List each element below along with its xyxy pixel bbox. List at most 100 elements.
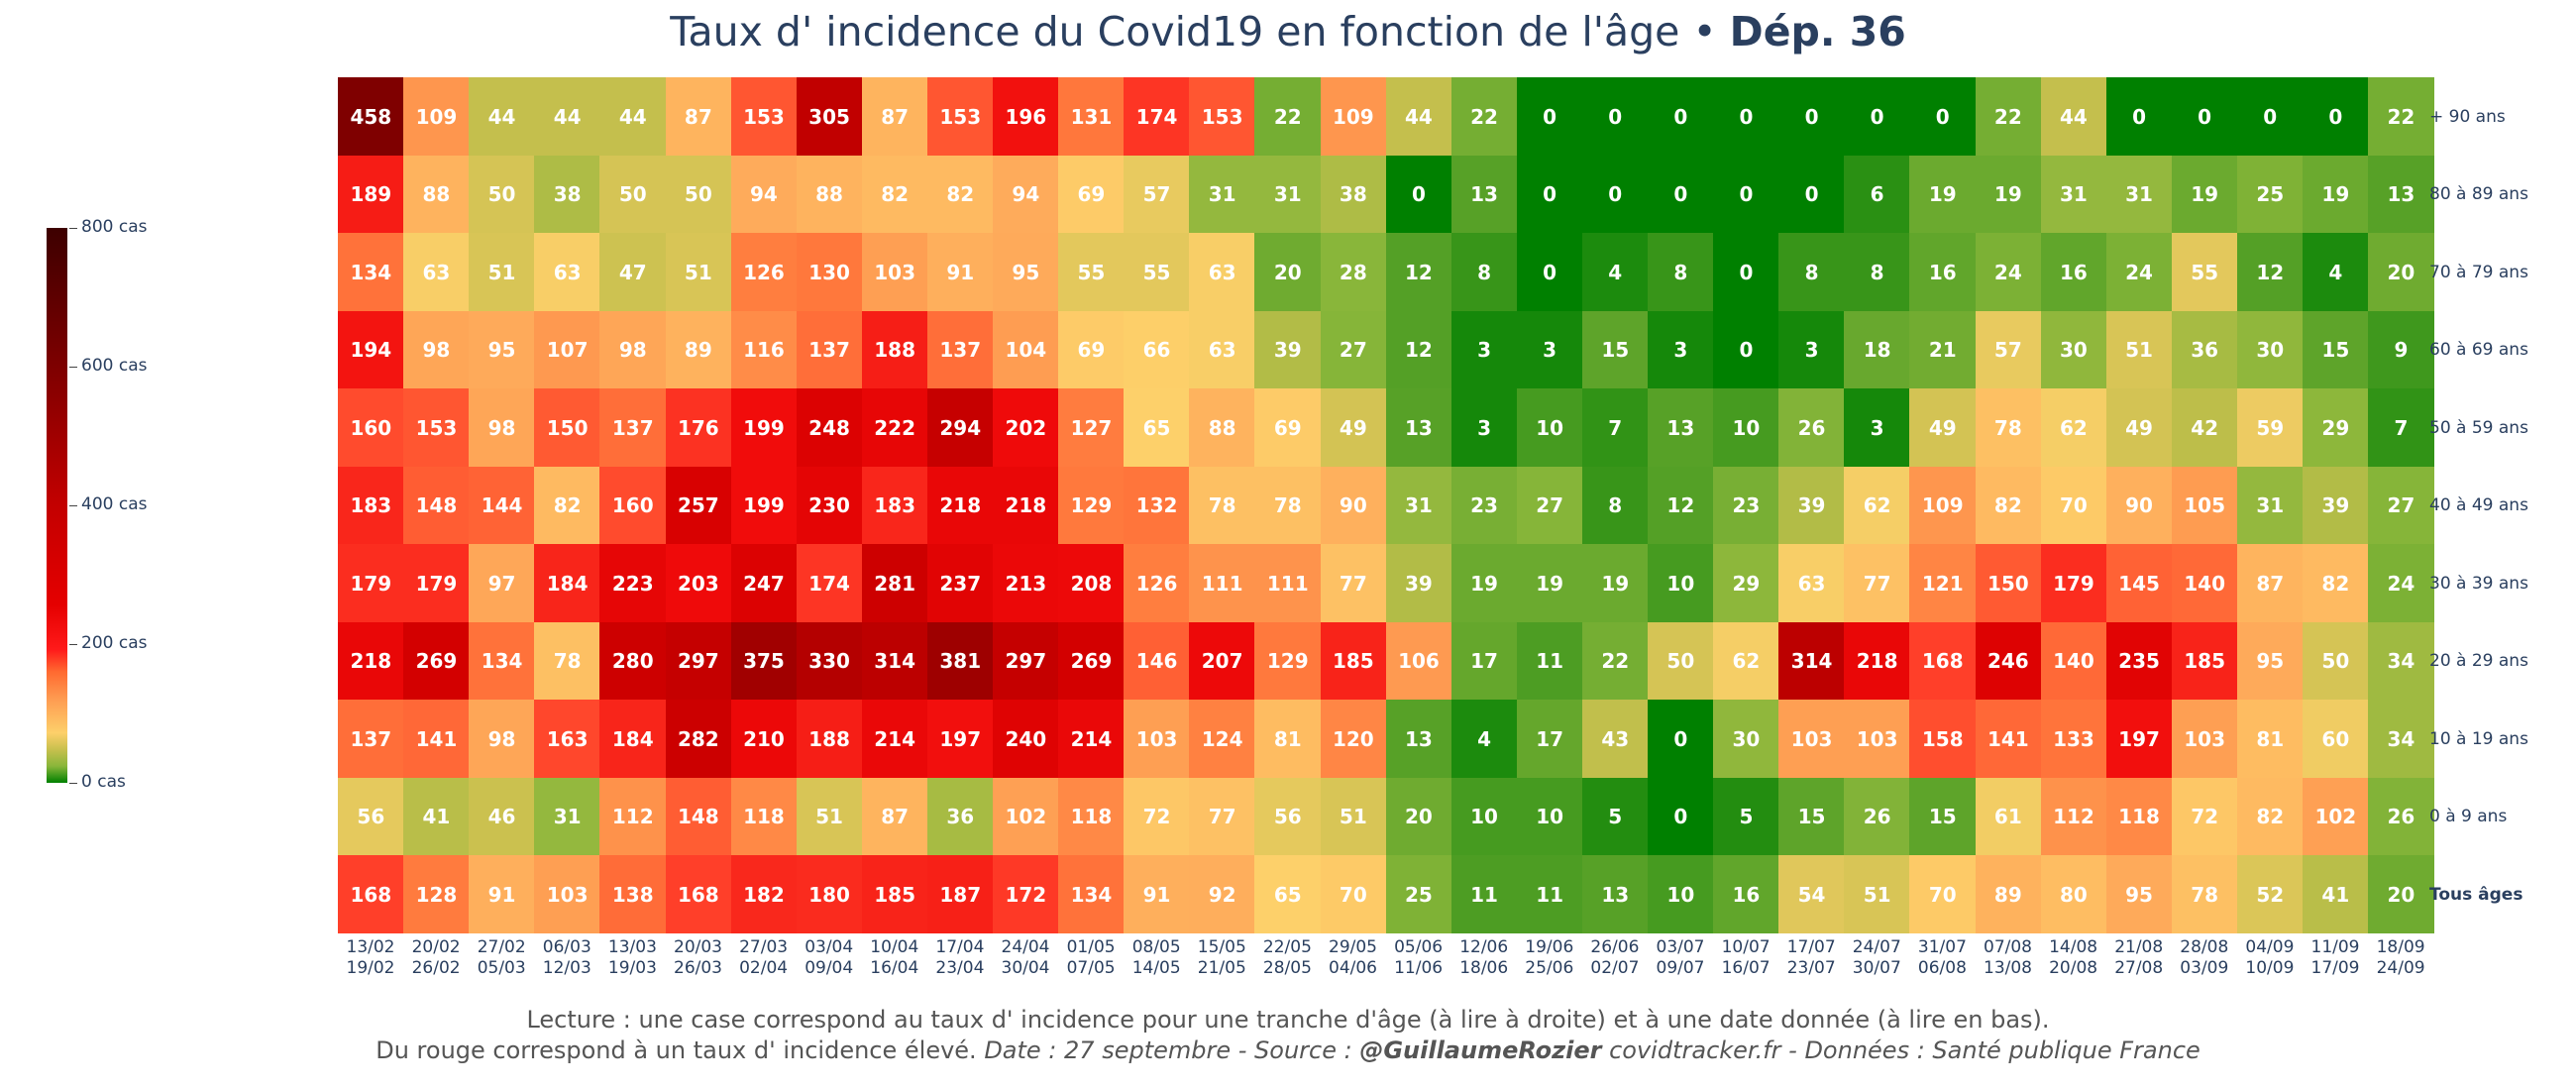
heatmap-cell: 63 [1189, 233, 1255, 312]
heatmap-cell: 0 [1516, 77, 1583, 157]
heatmap-cell: 89 [665, 310, 732, 389]
heatmap-cell: 21 [1909, 310, 1977, 389]
heatmap-cell: 36 [926, 777, 994, 856]
heatmap-cell: 141 [403, 700, 470, 779]
heatmap-cell: 13 [1648, 388, 1714, 468]
heatmap-cell: 98 [403, 310, 470, 389]
chart-title: Taux d' incidence du Covid19 en fonction… [0, 8, 2576, 55]
heatmap-cell: 134 [338, 233, 404, 312]
heatmap-cell: 144 [469, 466, 535, 545]
heatmap-cell: 31 [1189, 155, 1255, 234]
heatmap-cell: 222 [861, 388, 928, 468]
heatmap-cell: 330 [796, 621, 863, 701]
column-label: 24/04 30/04 [993, 937, 1058, 979]
footer-line-2a: Du rouge correspond à un taux d' inciden… [376, 1036, 985, 1064]
heatmap-cell: 218 [926, 466, 994, 545]
heatmap-cell: 39 [1254, 310, 1322, 389]
heatmap-cell: 120 [1320, 700, 1387, 779]
heatmap-cell: 98 [469, 700, 535, 779]
heatmap-cell: 0 [1385, 155, 1452, 234]
heatmap-cell: 78 [1189, 466, 1255, 545]
heatmap-cell: 51 [1320, 777, 1387, 856]
column-label-end: 24/09 [2376, 958, 2425, 978]
column-label-start: 20/02 [411, 937, 461, 957]
heatmap-cell: 137 [338, 700, 404, 779]
heatmap-cell: 0 [1516, 233, 1583, 312]
column-label-end: 06/08 [1917, 958, 1967, 978]
heatmap-cell: 90 [2105, 466, 2173, 545]
heatmap-cell: 10 [1648, 544, 1714, 623]
heatmap-cell: 5 [1713, 777, 1779, 856]
heatmap-cell: 179 [2040, 544, 2107, 623]
heatmap-cell: 153 [1189, 77, 1255, 157]
column-label: 13/03 19/03 [599, 937, 665, 979]
heatmap-cell: 88 [796, 155, 863, 234]
heatmap-cell: 297 [665, 621, 732, 701]
column-label-start: 31/07 [1917, 937, 1967, 957]
row-label: 50 à 59 ans [2429, 417, 2528, 438]
heatmap-cell: 15 [2303, 310, 2369, 389]
heatmap-cell: 20 [2368, 233, 2434, 312]
heatmap-cell: 50 [2303, 621, 2369, 701]
heatmap-cell: 8 [1778, 233, 1845, 312]
heatmap-cell: 24 [2105, 233, 2173, 312]
column-label-start: 24/04 [1001, 937, 1050, 957]
heatmap-cell: 22 [1450, 77, 1518, 157]
column-label-start: 11/09 [2310, 937, 2360, 957]
heatmap-cell: 81 [1254, 700, 1322, 779]
heatmap-cell: 41 [403, 777, 470, 856]
heatmap-cell: 94 [730, 155, 798, 234]
column-label-start: 10/04 [870, 937, 919, 957]
heatmap-cell: 145 [2105, 544, 2173, 623]
heatmap-cell: 77 [1320, 544, 1387, 623]
heatmap-cell: 208 [1058, 544, 1125, 623]
column-label: 07/08 13/08 [1976, 937, 2041, 979]
row-label: 20 à 29 ans [2429, 651, 2528, 671]
heatmap-cell: 56 [338, 777, 404, 856]
heatmap-cell: 36 [2171, 310, 2238, 389]
heatmap-cell: 213 [993, 544, 1059, 623]
heatmap-cell: 29 [1713, 544, 1779, 623]
heatmap-cell: 38 [1320, 155, 1387, 234]
heatmap-cell: 51 [665, 233, 732, 312]
heatmap-cell: 137 [599, 388, 667, 468]
heatmap-cell: 49 [1320, 388, 1387, 468]
heatmap-cell: 0 [1909, 77, 1977, 157]
heatmap-cell: 172 [993, 855, 1059, 934]
colorbar-tick [69, 228, 77, 229]
heatmap-cell: 70 [2040, 466, 2107, 545]
footer-date-source: Date : 27 septembre - Source : [984, 1036, 1360, 1064]
column-label-end: 19/03 [607, 958, 657, 978]
heatmap-cell: 188 [861, 310, 928, 389]
column-label-start: 08/05 [1131, 937, 1181, 957]
heatmap-cell: 163 [534, 700, 600, 779]
heatmap-cell: 103 [1844, 700, 1910, 779]
heatmap-cell: 137 [926, 310, 994, 389]
heatmap-cell: 103 [1124, 700, 1190, 779]
heatmap-cell: 150 [1975, 544, 2042, 623]
heatmap-cell: 87 [665, 77, 732, 157]
heatmap-cell: 44 [469, 77, 535, 157]
heatmap-cell: 197 [926, 700, 994, 779]
heatmap-cell: 280 [599, 621, 667, 701]
heatmap-cell: 103 [861, 233, 928, 312]
column-label: 10/04 16/04 [862, 937, 927, 979]
column-label-end: 28/05 [1262, 958, 1312, 978]
column-label: 21/08 27/08 [2106, 937, 2172, 979]
heatmap-cell: 5 [1581, 777, 1649, 856]
heatmap-cell: 158 [1909, 700, 1977, 779]
heatmap-cell: 218 [338, 621, 404, 701]
heatmap-cell: 134 [1058, 855, 1125, 934]
heatmap-cell: 23 [1450, 466, 1518, 545]
column-label: 05/06 11/06 [1386, 937, 1451, 979]
heatmap-cell: 0 [1516, 155, 1583, 234]
heatmap-cell: 87 [861, 77, 928, 157]
colorbar-tick-label: 800 cas [81, 217, 148, 237]
heatmap-cell: 179 [403, 544, 470, 623]
column-label-end: 07/05 [1066, 958, 1116, 978]
heatmap-cell: 111 [1189, 544, 1255, 623]
heatmap-cell: 63 [1778, 544, 1845, 623]
heatmap-cell: 150 [534, 388, 600, 468]
heatmap-cell: 19 [1516, 544, 1583, 623]
heatmap-cell: 24 [1975, 233, 2042, 312]
